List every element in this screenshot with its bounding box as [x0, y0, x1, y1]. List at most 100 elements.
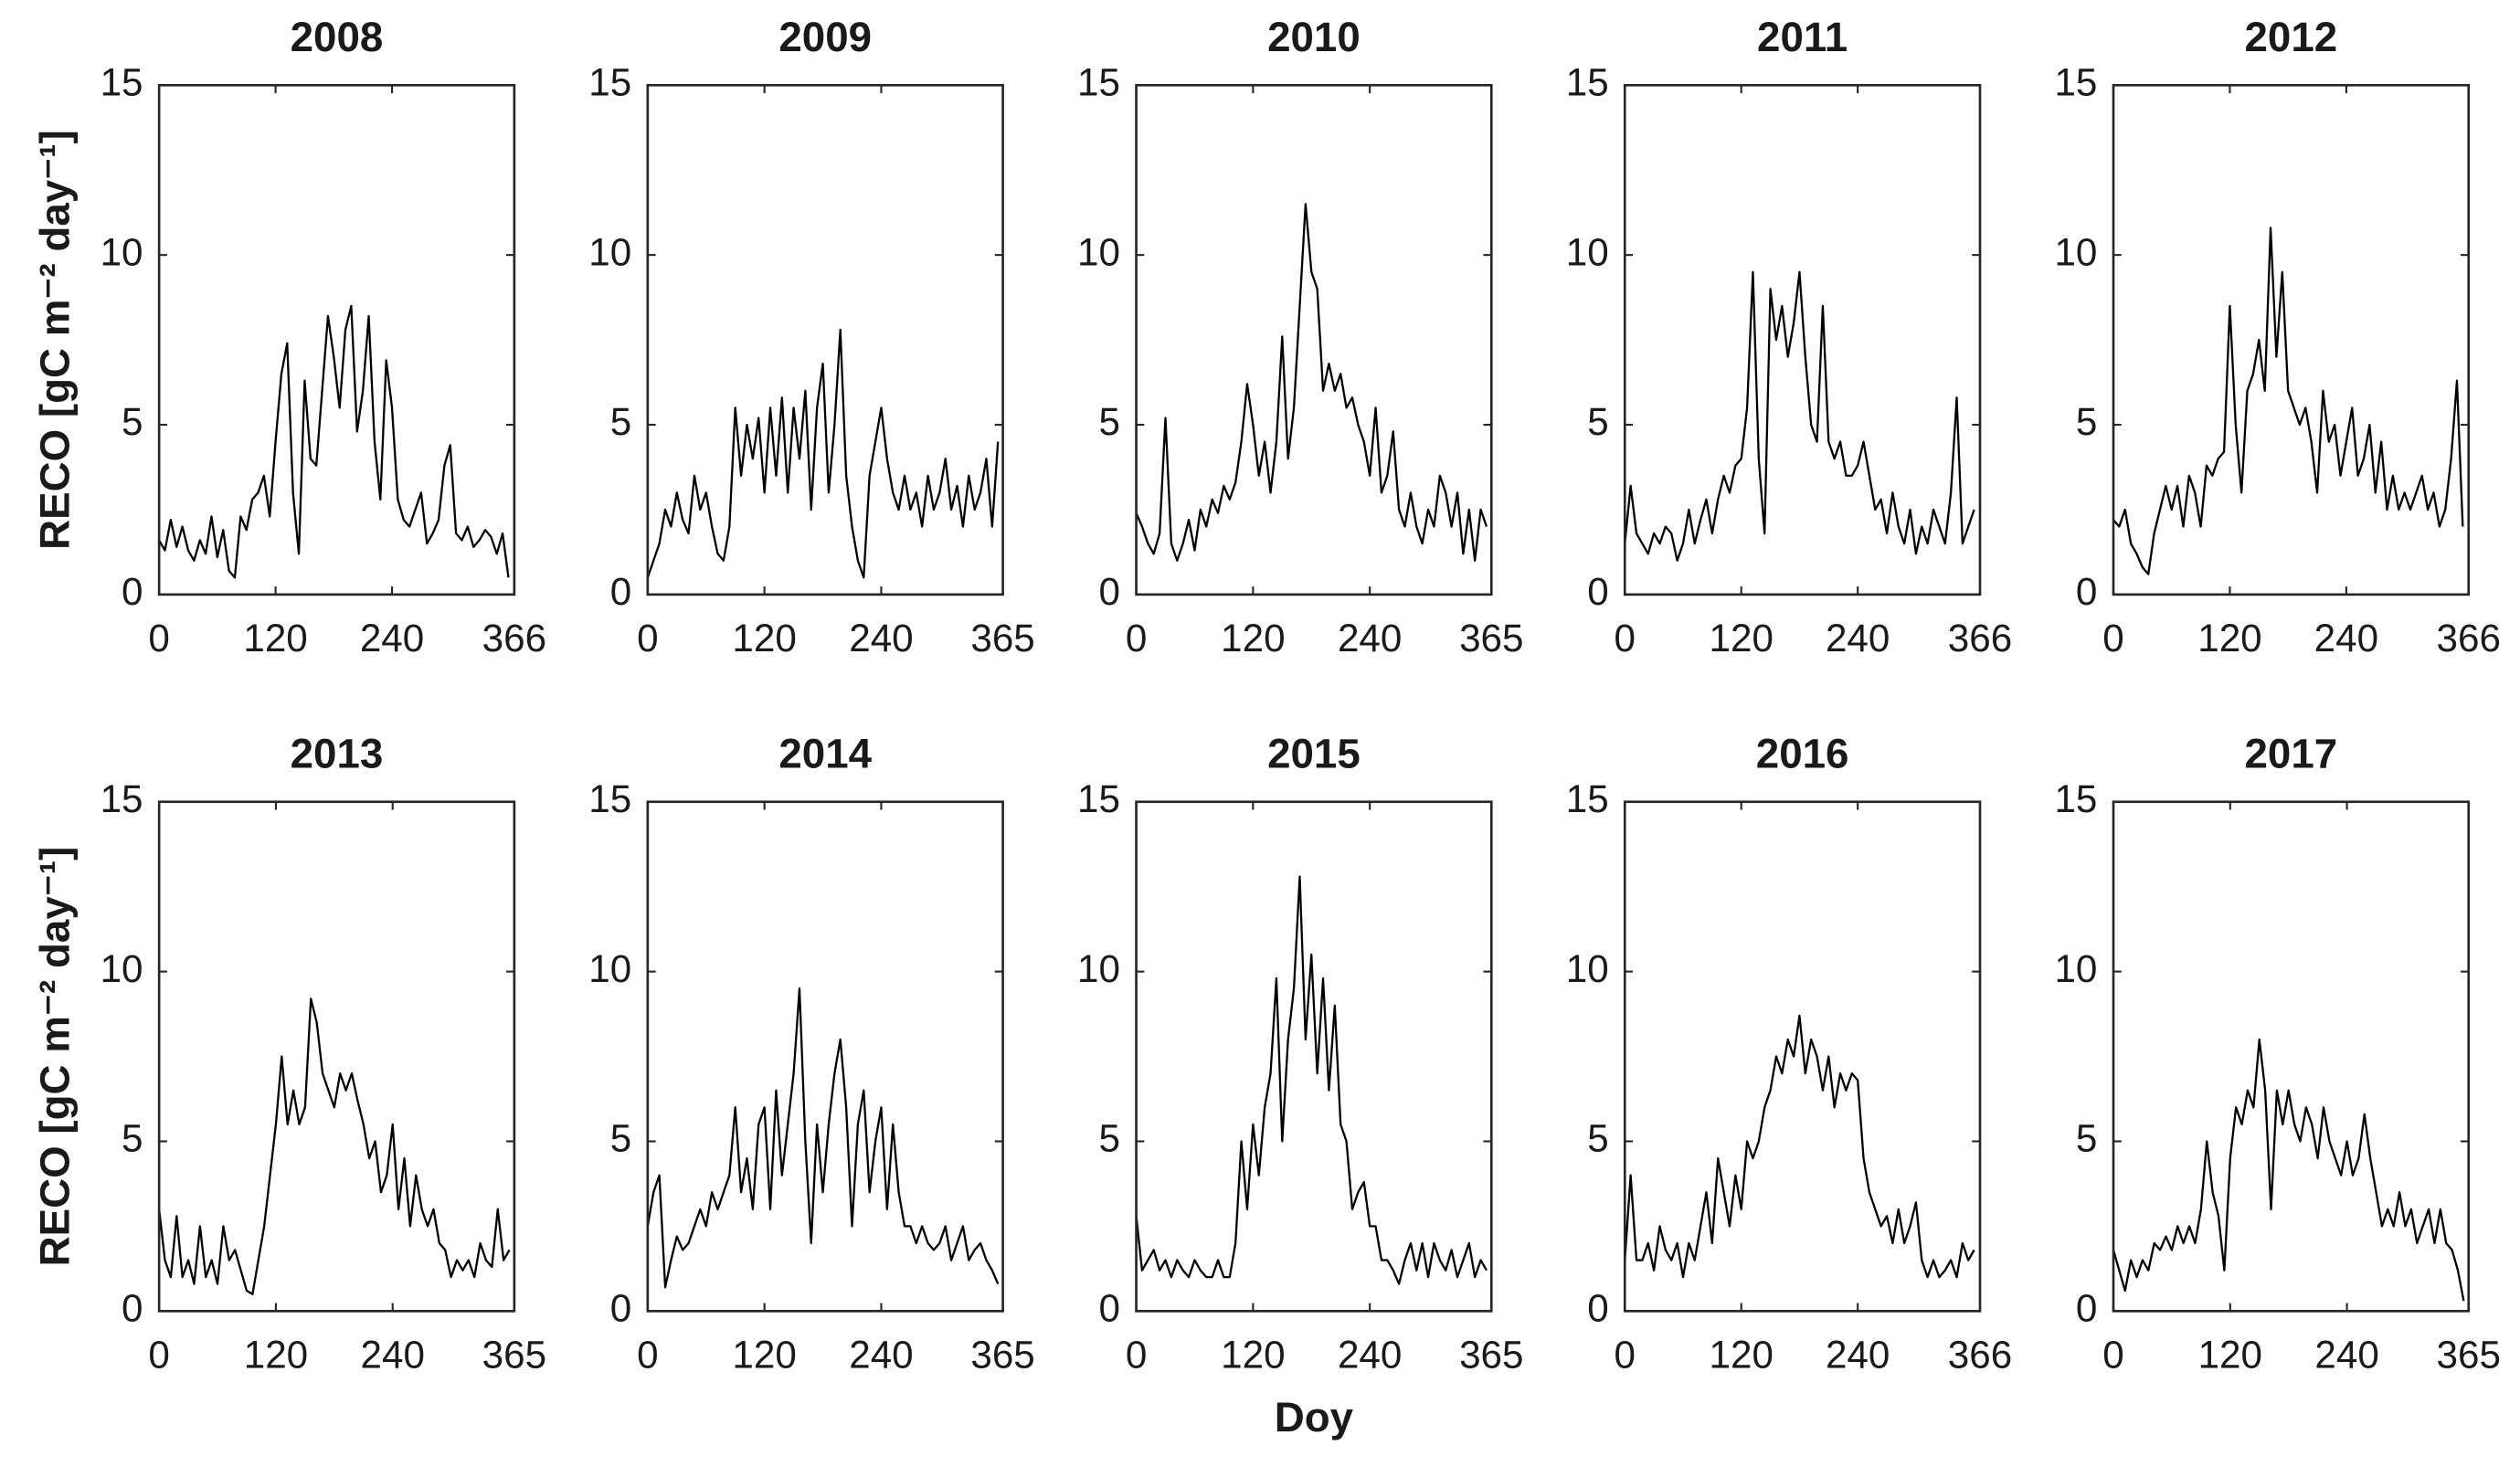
y-tick-label: 0 — [1098, 1286, 1119, 1329]
y-tick-label: 10 — [1077, 947, 1120, 990]
panel-title: 2011 — [1757, 14, 1848, 60]
x-tick-label: 366 — [2437, 617, 2501, 660]
y-tick-label: 5 — [1587, 1117, 1608, 1160]
x-tick-label: 240 — [1826, 1333, 1890, 1376]
x-tick-label: 0 — [1126, 617, 1147, 660]
x-tick-label: 0 — [148, 617, 169, 660]
x-axis-label: Doy — [1275, 1394, 1354, 1441]
y-tick-label: 15 — [101, 60, 143, 103]
y-tick-label: 10 — [1077, 230, 1120, 273]
x-tick-label: 120 — [732, 617, 796, 660]
y-tick-label: 10 — [101, 230, 143, 273]
plot-frame — [1135, 800, 1493, 1313]
data-line — [646, 328, 1000, 579]
data-line — [1135, 203, 1488, 562]
y-tick-label: 0 — [1098, 570, 1119, 613]
x-tick-label: 240 — [1826, 617, 1890, 660]
x-tick-label: 120 — [1710, 1333, 1774, 1376]
y-tick-label: 0 — [1587, 1286, 1608, 1329]
x-tick-label: 120 — [732, 1333, 796, 1376]
y-tick-label: 5 — [2076, 1117, 2097, 1160]
data-line — [2112, 227, 2464, 575]
x-tick-label: 120 — [1221, 1333, 1285, 1376]
panel-title: 2013 — [291, 731, 384, 777]
x-tick-label: 240 — [849, 1333, 913, 1376]
data-line — [157, 997, 511, 1295]
y-tick-label: 15 — [101, 777, 143, 820]
plot-frame — [1623, 83, 1982, 596]
panel-title: 2010 — [1267, 14, 1361, 60]
plot-frame — [1135, 83, 1493, 596]
panel-title: 2012 — [2244, 14, 2337, 60]
x-tick-label: 0 — [1615, 1333, 1636, 1376]
y-tick-label: 10 — [1566, 230, 1609, 273]
data-line — [1135, 875, 1488, 1285]
x-tick-label: 120 — [2198, 1333, 2262, 1376]
y-tick-label: 15 — [1077, 60, 1120, 103]
x-tick-label: 365 — [482, 1333, 546, 1376]
y-tick-label: 15 — [1566, 777, 1609, 820]
panel-title: 2016 — [1756, 731, 1849, 777]
x-tick-label: 366 — [482, 617, 546, 660]
x-tick-label: 366 — [1948, 617, 2012, 660]
panel-title: 2008 — [291, 14, 384, 60]
y-tick-label: 5 — [2076, 400, 2097, 443]
plot-frame — [646, 800, 1004, 1313]
y-tick-label: 5 — [1098, 1117, 1119, 1160]
y-tick-label: 10 — [1566, 947, 1609, 990]
panel-title: 2009 — [778, 14, 872, 60]
plot-frame — [1623, 800, 1982, 1313]
x-tick-label: 0 — [148, 1333, 169, 1376]
y-tick-label: 0 — [122, 570, 143, 613]
y-tick-label: 10 — [588, 947, 631, 990]
y-tick-label: 15 — [588, 777, 631, 820]
y-tick-label: 0 — [2076, 570, 2097, 613]
x-tick-label: 120 — [1221, 617, 1285, 660]
x-tick-label: 366 — [1948, 1333, 2012, 1376]
y-tick-label: 15 — [2054, 777, 2097, 820]
x-tick-label: 120 — [2197, 617, 2261, 660]
x-tick-label: 240 — [361, 1333, 425, 1376]
x-tick-label: 120 — [243, 617, 307, 660]
y-axis-label: RECO [gC m⁻² day⁻¹] — [31, 847, 78, 1267]
y-tick-label: 10 — [2054, 947, 2097, 990]
data-line — [2112, 1038, 2465, 1302]
x-tick-label: 240 — [2314, 617, 2378, 660]
y-tick-label: 0 — [1587, 570, 1608, 613]
x-tick-label: 240 — [1338, 617, 1402, 660]
y-tick-label: 10 — [588, 230, 631, 273]
x-tick-label: 240 — [2314, 1333, 2378, 1376]
y-tick-label: 0 — [2076, 1286, 2097, 1329]
x-tick-label: 120 — [244, 1333, 308, 1376]
y-tick-label: 5 — [610, 1117, 631, 1160]
panel-title: 2017 — [2244, 731, 2337, 777]
y-tick-label: 5 — [1098, 400, 1119, 443]
plot-frame — [2112, 83, 2471, 596]
y-tick-label: 10 — [2054, 230, 2097, 273]
plot-frame — [646, 83, 1004, 596]
y-tick-label: 15 — [1566, 60, 1609, 103]
x-tick-label: 365 — [970, 1333, 1034, 1376]
y-tick-label: 10 — [101, 947, 143, 990]
y-tick-label: 0 — [122, 1286, 143, 1329]
y-tick-label: 5 — [1587, 400, 1608, 443]
x-tick-label: 120 — [1710, 617, 1774, 660]
data-line — [1624, 1014, 1975, 1279]
data-line — [646, 987, 1000, 1289]
plot-frame — [2112, 800, 2471, 1313]
x-tick-label: 365 — [1459, 1333, 1523, 1376]
y-tick-label: 5 — [610, 400, 631, 443]
x-tick-label: 0 — [2102, 1333, 2123, 1376]
panel-title: 2015 — [1267, 731, 1361, 777]
x-tick-label: 365 — [1459, 617, 1523, 660]
y-tick-label: 15 — [2054, 60, 2097, 103]
plot-frame — [157, 83, 516, 596]
x-tick-label: 0 — [1615, 617, 1636, 660]
y-tick-label: 5 — [122, 400, 143, 443]
y-tick-label: 0 — [610, 570, 631, 613]
data-line — [1624, 270, 1975, 562]
data-line — [158, 304, 510, 579]
x-tick-label: 0 — [637, 1333, 658, 1376]
y-tick-label: 15 — [588, 60, 631, 103]
